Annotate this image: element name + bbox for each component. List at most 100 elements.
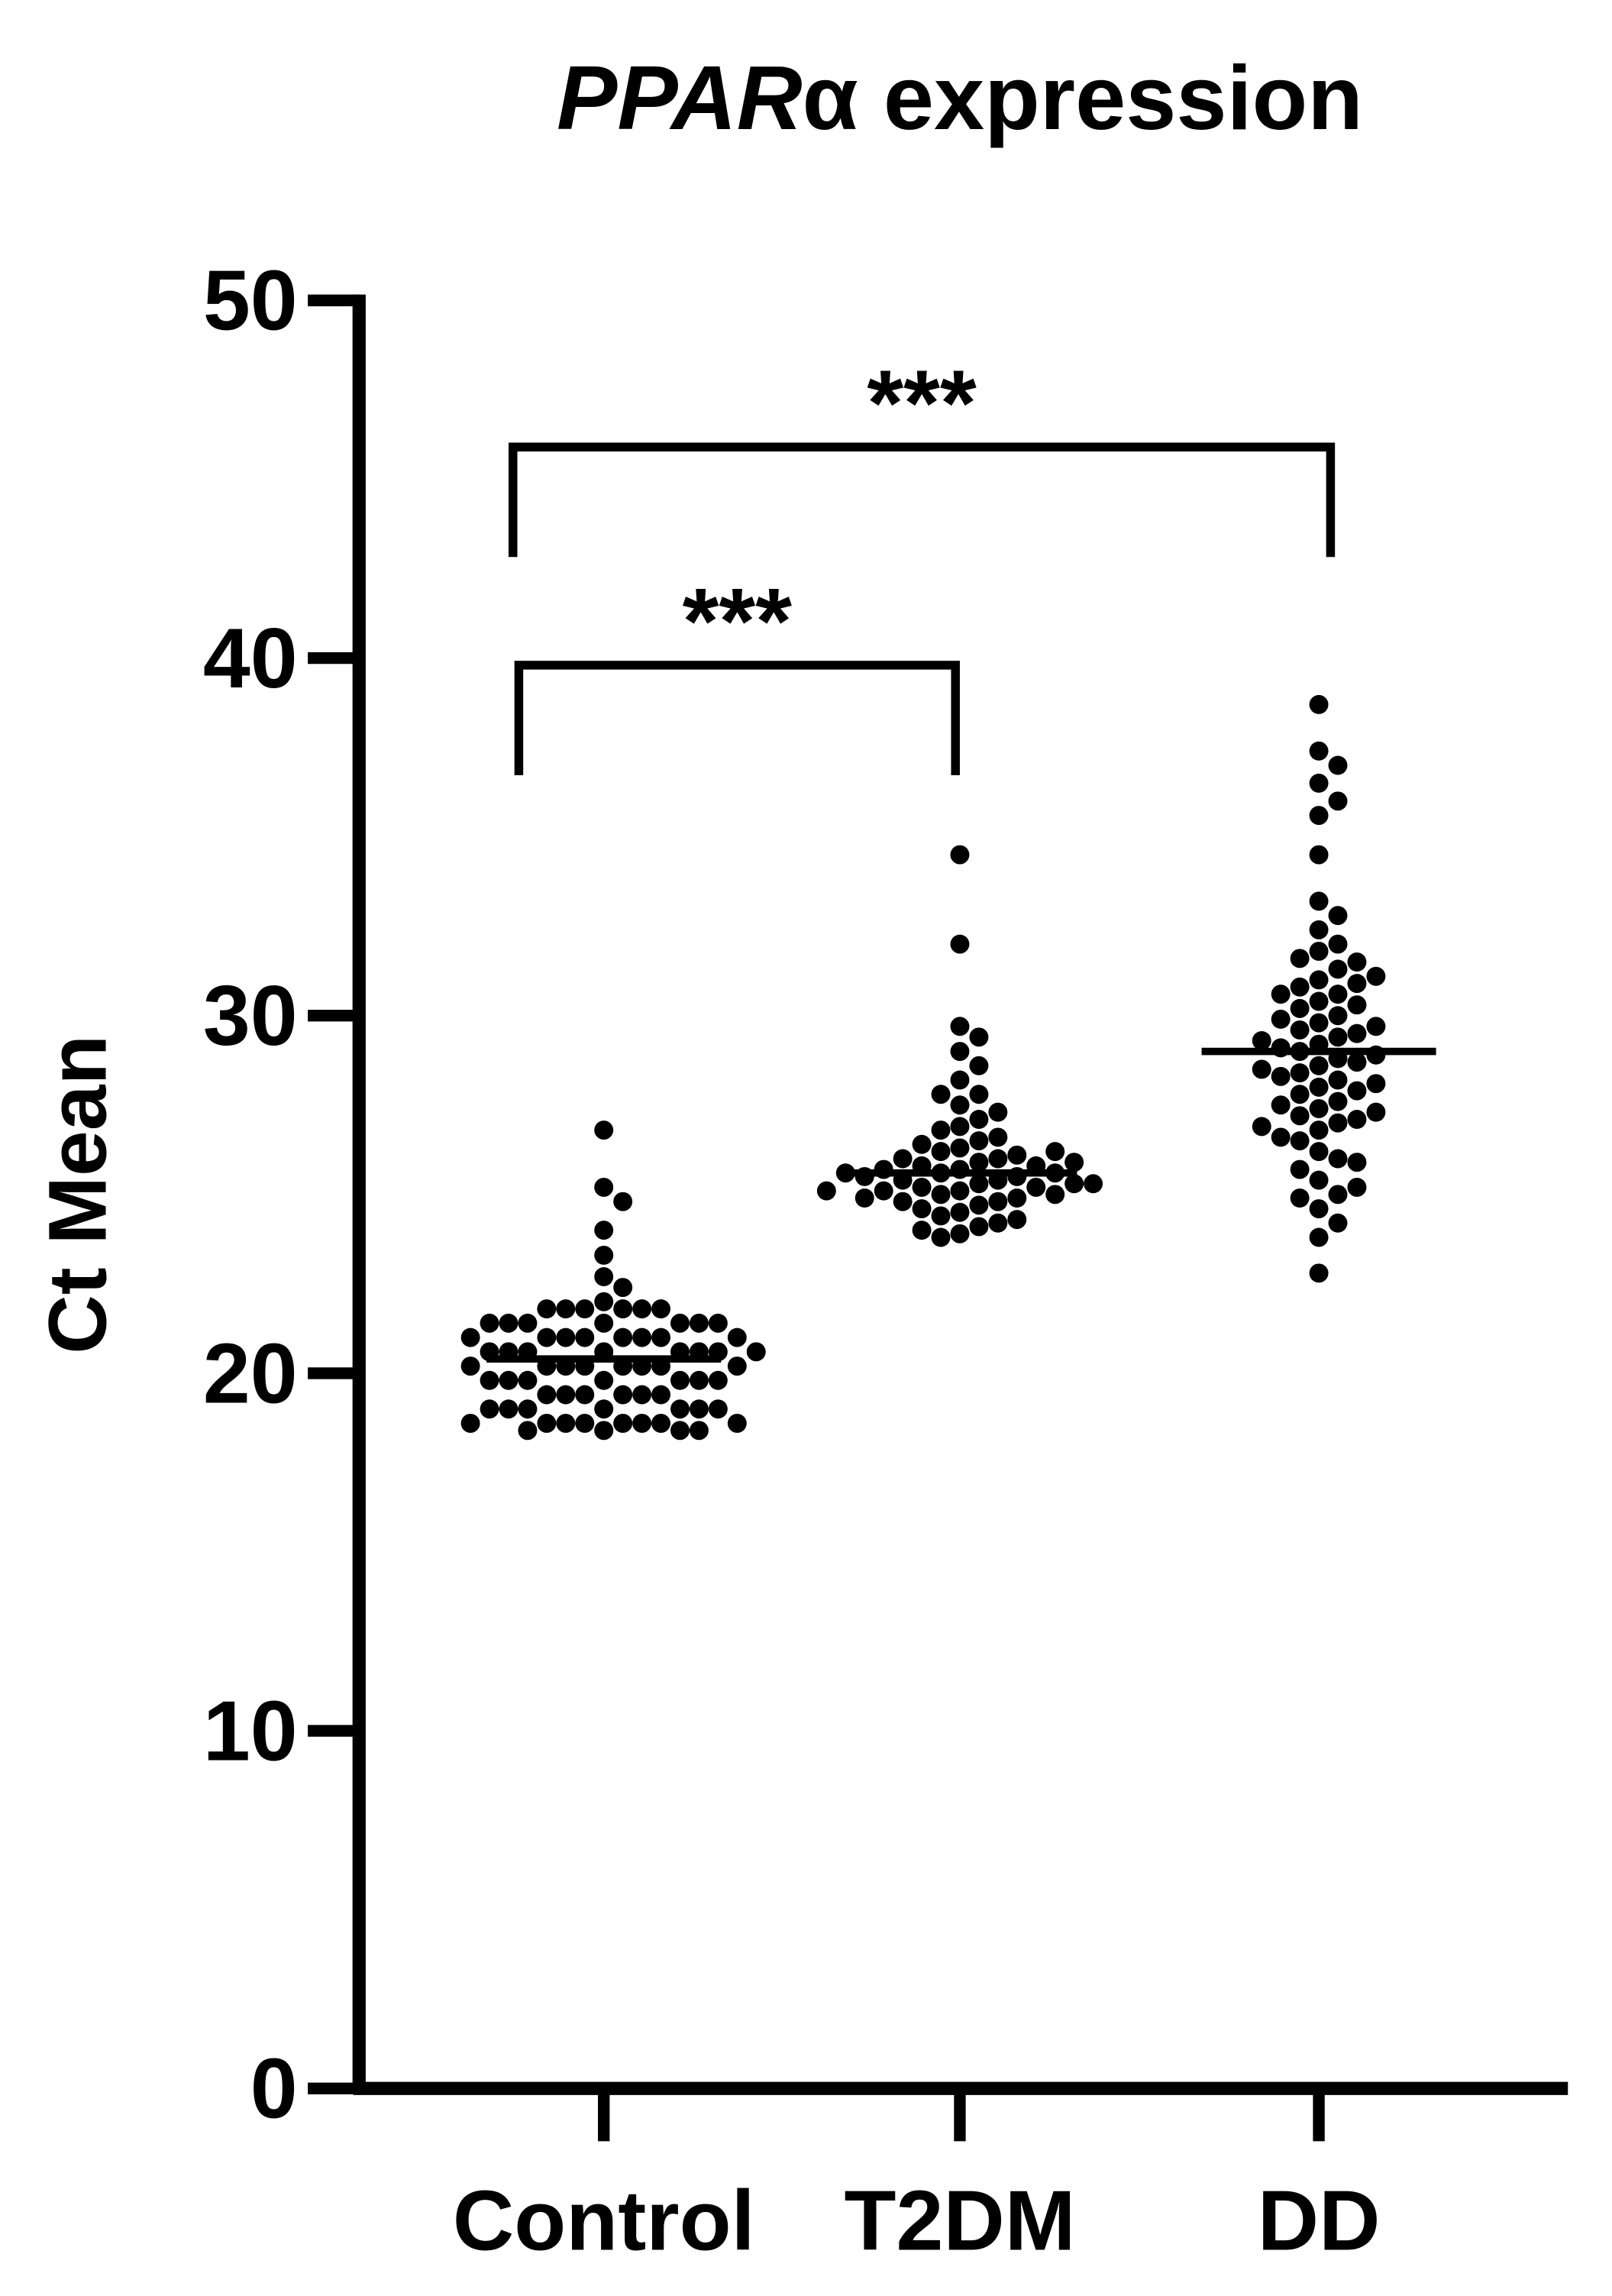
- data-point: [931, 1085, 951, 1104]
- data-point: [1328, 1070, 1348, 1090]
- data-point: [613, 1413, 633, 1433]
- data-point: [1347, 1023, 1367, 1043]
- data-point: [1328, 1185, 1348, 1205]
- data-point: [556, 1413, 576, 1433]
- data-point: [969, 1110, 989, 1129]
- y-tick-label: 40: [203, 610, 298, 706]
- data-point: [969, 1085, 989, 1104]
- data-point: [1290, 1106, 1310, 1126]
- data-point: [950, 1224, 970, 1243]
- data-point: [518, 1399, 538, 1419]
- data-point: [670, 1313, 690, 1333]
- data-point: [575, 1413, 595, 1433]
- data-point: [556, 1385, 576, 1405]
- data-point: [708, 1313, 728, 1333]
- data-point: [575, 1327, 595, 1347]
- data-point: [594, 1292, 614, 1311]
- data-point: [1366, 1017, 1386, 1036]
- data-point: [950, 1095, 970, 1115]
- data-point: [1271, 1066, 1291, 1086]
- data-point: [1309, 1227, 1329, 1247]
- data-point: [1271, 985, 1291, 1004]
- data-point: [746, 1342, 766, 1362]
- data-point: [613, 1278, 633, 1298]
- data-point: [1366, 1074, 1386, 1094]
- data-point: [460, 1413, 480, 1433]
- data-point: [480, 1399, 499, 1419]
- data-point: [575, 1299, 595, 1319]
- data-point: [499, 1399, 518, 1419]
- data-point: [1271, 1127, 1291, 1147]
- data-point: [632, 1385, 652, 1405]
- data-point: [1309, 1098, 1329, 1118]
- x-tick-label: DD: [1258, 2172, 1381, 2268]
- data-point: [556, 1299, 576, 1319]
- data-point: [1328, 1091, 1348, 1111]
- significance-bracket: [514, 661, 960, 775]
- data-point: [594, 1245, 614, 1265]
- data-point: [632, 1413, 652, 1433]
- data-point: [950, 845, 970, 865]
- data-point: [480, 1370, 499, 1390]
- data-point: [950, 1117, 970, 1137]
- data-point: [950, 1017, 970, 1036]
- x-tick-label: Control: [453, 2172, 755, 2268]
- data-point: [1328, 755, 1348, 775]
- data-point: [988, 1102, 1008, 1122]
- data-point: [1252, 1059, 1271, 1079]
- data-point: [912, 1177, 932, 1197]
- data-point: [499, 1370, 518, 1390]
- data-point: [613, 1385, 633, 1405]
- data-point: [594, 1370, 614, 1390]
- data-point: [1309, 845, 1329, 865]
- data-point: [632, 1299, 652, 1319]
- data-point: [1309, 920, 1329, 939]
- data-point: [950, 1070, 970, 1090]
- data-point: [518, 1370, 538, 1390]
- data-point: [1271, 1095, 1291, 1115]
- data-point: [1347, 1110, 1367, 1129]
- data-point: [651, 1413, 671, 1433]
- significance-label: ***: [867, 351, 977, 456]
- data-point: [988, 1127, 1008, 1147]
- data-point: [594, 1399, 614, 1419]
- data-point: [1290, 1188, 1310, 1208]
- data-point: [893, 1149, 913, 1169]
- data-point: [1309, 991, 1329, 1011]
- data-point: [931, 1185, 951, 1205]
- data-point: [1064, 1174, 1084, 1194]
- data-point: [651, 1327, 671, 1347]
- data-point: [1347, 1177, 1367, 1197]
- data-point: [912, 1199, 932, 1219]
- data-point: [1328, 1149, 1348, 1169]
- data-point: [1309, 1142, 1329, 1162]
- data-point: [893, 1192, 913, 1211]
- data-point: [689, 1313, 709, 1333]
- data-point: [651, 1299, 671, 1319]
- data-point: [1328, 959, 1348, 979]
- data-point: [518, 1421, 538, 1441]
- data-point: [613, 1299, 633, 1319]
- data-point: [613, 1327, 633, 1347]
- data-point: [969, 1056, 989, 1075]
- data-point: [594, 1421, 614, 1441]
- y-tick-label: 50: [203, 253, 298, 348]
- data-point: [969, 1131, 989, 1151]
- data-point: [969, 1195, 989, 1215]
- data-point: [1290, 1159, 1310, 1179]
- data-point: [651, 1385, 671, 1405]
- data-point: [1290, 1020, 1310, 1040]
- data-point: [931, 1142, 951, 1162]
- data-point: [727, 1357, 747, 1376]
- data-point: [594, 1121, 614, 1140]
- data-point: [1252, 1117, 1271, 1137]
- data-point: [969, 1174, 989, 1194]
- data-point: [1328, 1006, 1348, 1026]
- data-point: [1366, 966, 1386, 986]
- data-point: [1309, 1199, 1329, 1219]
- data-point: [1290, 949, 1310, 969]
- data-point: [969, 1027, 989, 1047]
- data-point: [1007, 1210, 1027, 1230]
- data-point: [594, 1313, 614, 1333]
